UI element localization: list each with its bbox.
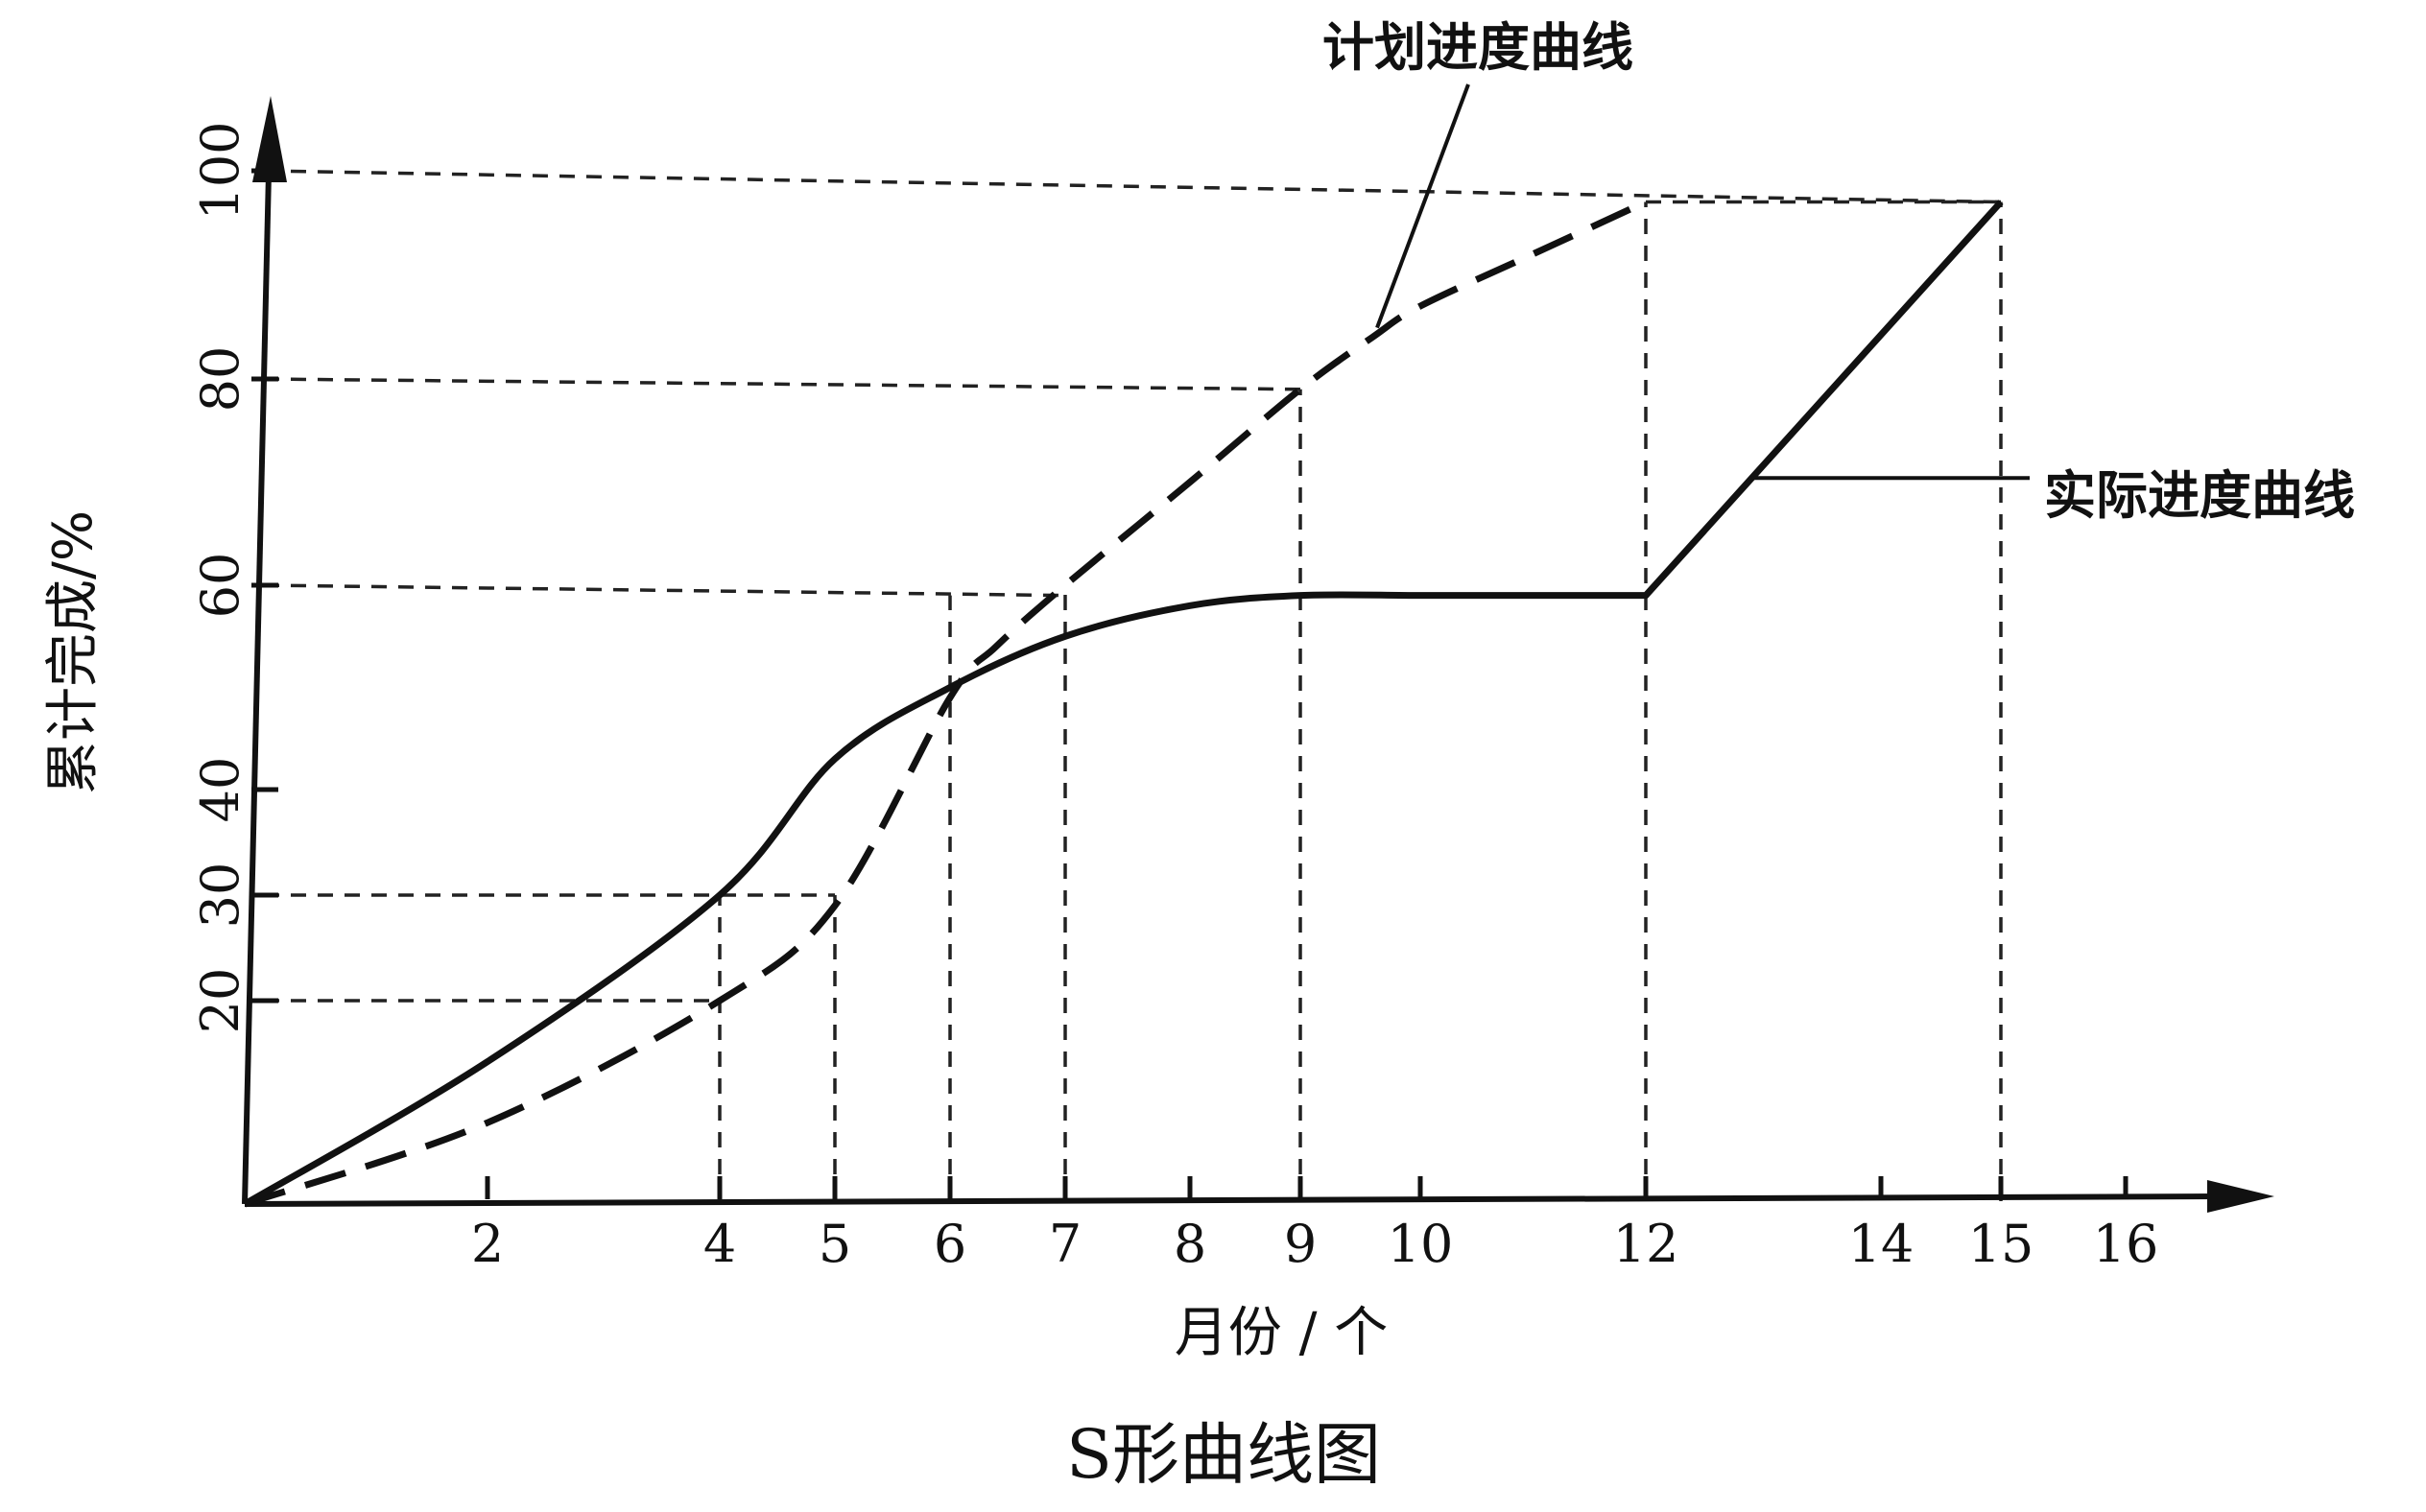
x-tick-label-5: 5 [819,1214,851,1274]
actual-curve-label: 实际进度曲线 [2044,465,2355,526]
y-axis-arrow [252,96,287,182]
x-axis-arrow [2207,1180,2274,1213]
x-tick-label-14: 14 [1848,1214,1915,1274]
y-tick-label-20: 20 [190,968,250,1034]
y-axis-line [242,172,272,1205]
x-tick-label-8: 8 [1174,1214,1206,1274]
x-tick-label-6: 6 [934,1214,966,1274]
y-tick-label-100: 100 [190,121,250,220]
chart-title: S形曲线图 [1066,1415,1381,1494]
x-axis-title: 月份 / 个 [1175,1302,1388,1364]
y-tick-label-60: 60 [190,553,250,619]
x-tick-label-12: 12 [1613,1214,1679,1274]
y-tick-label-80: 80 [190,346,250,413]
planned-curve-label: 计划进度曲线 [1322,17,1633,78]
y-axis-title: 累计完成/% [42,510,105,794]
actual-progress-curve [243,200,2004,1208]
reference-line-3 [263,377,1301,391]
axes [242,96,2274,1213]
x-tick-label-9: 9 [1284,1214,1317,1274]
x-tick-label-4: 4 [703,1214,736,1274]
reference-lines [263,169,2003,1201]
x-axis-line [244,1193,2218,1207]
x-tick-label-15: 15 [1968,1214,2034,1274]
y-tick-label-30: 30 [190,862,250,929]
x-tick-label-2: 2 [471,1214,504,1274]
labels: 月份 / 个 累计完成/% S形曲线图 计划进度曲线 实际进度曲线 [42,17,2355,1494]
y-ticks: 20 30 40 60 80 100 [190,121,278,1033]
planned-label-leader [1375,83,1470,329]
x-tick-label-7: 7 [1049,1214,1082,1274]
x-tick-label-10: 10 [1388,1214,1454,1274]
planned-progress-curve [243,199,1648,1208]
x-ticks: 2 4 5 6 7 8 9 10 12 14 15 16 [471,1176,2159,1274]
x-tick-label-16: 16 [2093,1214,2159,1274]
reference-line-4 [263,583,1066,598]
series [243,83,2030,1208]
y-tick-label-40: 40 [190,757,250,823]
reference-line-1 [263,169,2002,204]
